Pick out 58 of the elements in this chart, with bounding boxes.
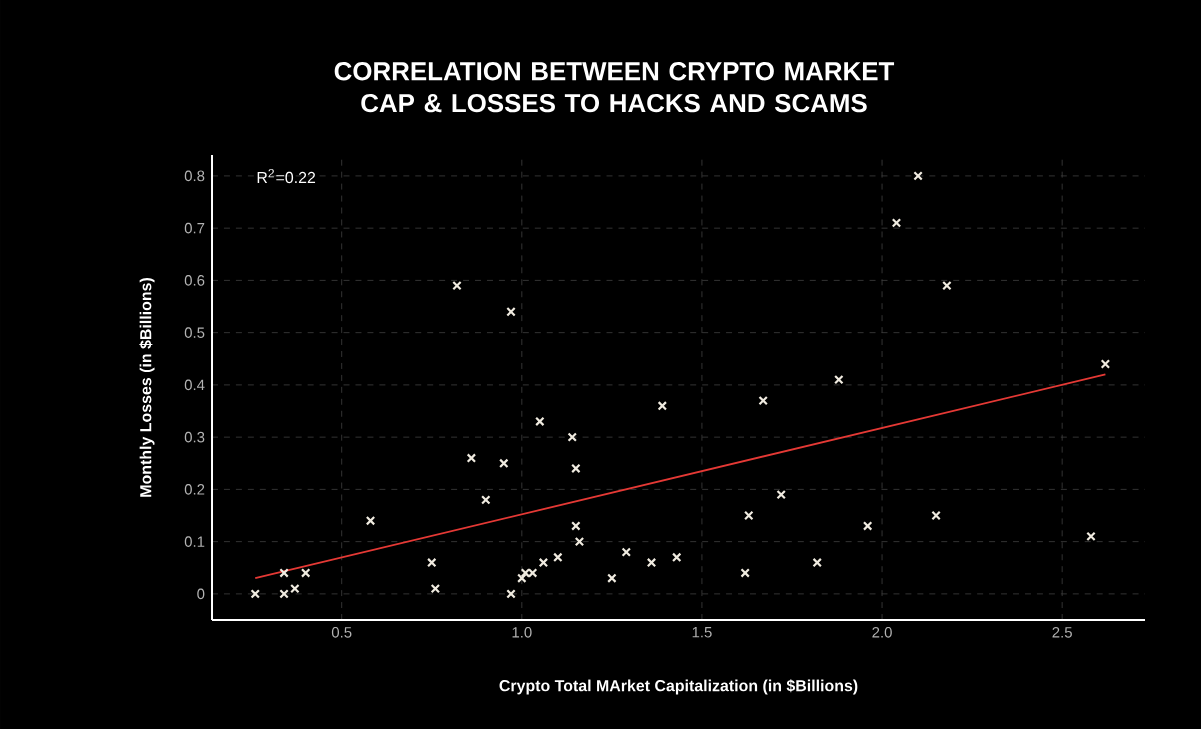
point (1100, 359, 1111, 369)
point (621, 547, 632, 557)
point (506, 306, 516, 317)
point (812, 557, 822, 568)
y-tick-label: 0.3 (184, 431, 205, 443)
point (758, 395, 768, 406)
point (891, 218, 902, 228)
y-tick-label: 0.8 (184, 170, 205, 182)
x-axis-title: Crypto Total MArket Capitalization (in $Billions) (499, 679, 858, 695)
point (250, 589, 260, 599)
x-tick-label: 1.0 (512, 627, 532, 638)
point (279, 589, 289, 599)
point (499, 458, 509, 469)
chart-title: CORRELATION BETWEEN CRYPTO MARKET CAP & LOSSES TO HACKS AND SCAMS (334, 62, 895, 113)
y-tick-label: 0 (197, 588, 205, 600)
point (1086, 531, 1096, 542)
point (466, 453, 477, 463)
point (646, 557, 657, 568)
point (942, 280, 952, 291)
point (862, 521, 873, 531)
point (538, 557, 549, 568)
point (427, 557, 437, 568)
x-tick-label: 2.0 (872, 627, 892, 638)
point (300, 568, 311, 578)
x-tick-label: 1.5 (692, 627, 712, 638)
y-tick-label: 0.1 (184, 536, 205, 547)
annotation: R$^{2}$=0.22 (257, 169, 316, 184)
y-tick-label: 0.7 (184, 222, 205, 234)
point (430, 583, 441, 594)
point (671, 552, 682, 563)
point (913, 171, 923, 181)
point (279, 568, 289, 578)
y-tick-label: 0.5 (184, 327, 205, 338)
y-axis-title: Monthly Losses (in $Billions) (139, 278, 155, 497)
point (452, 280, 462, 291)
point (567, 432, 578, 442)
y-tick-label: 0.4 (184, 379, 205, 391)
point (574, 536, 585, 547)
point (290, 583, 300, 594)
point (776, 489, 786, 500)
y-tick-label: 0.2 (184, 484, 205, 495)
point (834, 374, 844, 385)
point (571, 463, 581, 474)
point (657, 401, 668, 411)
x-tick-label: 2.5 (1052, 627, 1072, 638)
point (931, 510, 941, 521)
point (740, 568, 750, 578)
point (571, 521, 581, 531)
point (553, 552, 563, 563)
point (517, 573, 527, 583)
x-tick-label: 0.5 (331, 627, 352, 638)
point (535, 416, 545, 427)
point (744, 510, 754, 521)
point (365, 515, 376, 526)
point (607, 573, 617, 583)
point (506, 589, 516, 599)
y-tick-label: 0.6 (184, 275, 205, 286)
point (481, 495, 491, 505)
